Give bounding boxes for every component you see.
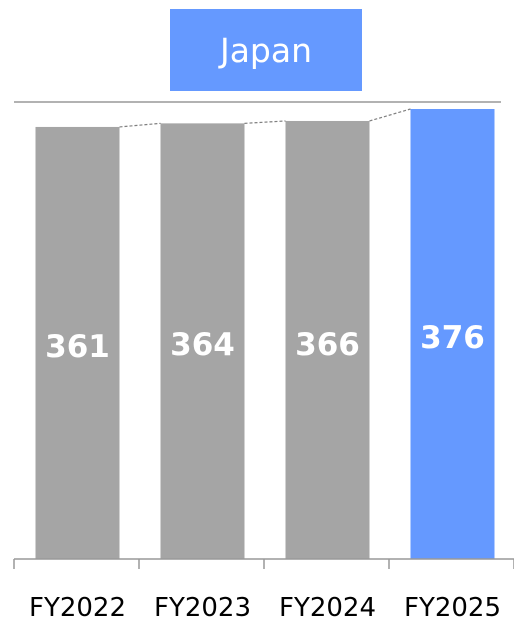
x-axis-labels: FY2022 FY2023 FY2024 FY2025 bbox=[29, 593, 501, 621]
chart-title: Japan bbox=[219, 30, 313, 70]
bar-value-label-FY2024: 366 bbox=[295, 327, 360, 363]
x-tick-label-FY2022: FY2022 bbox=[29, 593, 126, 621]
x-axis-ticks bbox=[13, 559, 514, 569]
x-tick-label-FY2024: FY2024 bbox=[279, 593, 376, 621]
connector-line bbox=[369, 108, 411, 122]
bar-value-label-FY2022: 361 bbox=[45, 329, 110, 365]
connector-lines bbox=[119, 108, 411, 128]
bar-FY2023 bbox=[160, 123, 245, 560]
bar-FY2022 bbox=[35, 126, 120, 560]
x-tick-label-FY2025: FY2025 bbox=[404, 593, 501, 621]
connector-line bbox=[119, 122, 161, 128]
bar-value-label-FY2025: 376 bbox=[420, 320, 485, 356]
x-tick-label-FY2023: FY2023 bbox=[154, 593, 251, 621]
bar-value-label-FY2023: 364 bbox=[170, 327, 235, 363]
connector-line bbox=[244, 120, 286, 124]
bar-series: 361 364 366 376 bbox=[35, 109, 495, 560]
chart-title-box: Japan bbox=[170, 9, 362, 91]
bar-FY2024 bbox=[285, 120, 370, 560]
bar-FY2025 bbox=[410, 109, 495, 559]
